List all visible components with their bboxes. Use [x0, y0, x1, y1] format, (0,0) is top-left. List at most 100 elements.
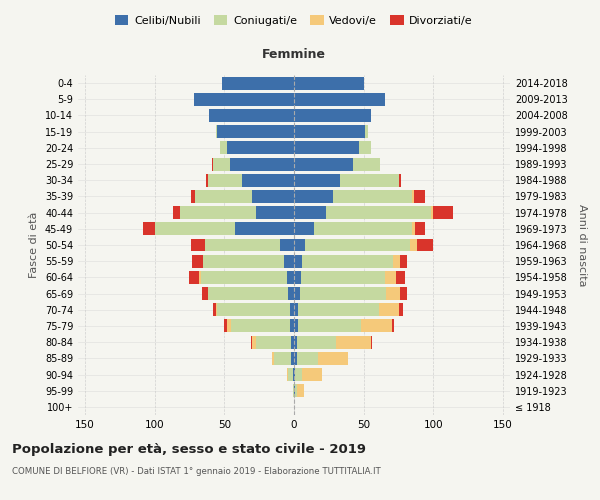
Bar: [212, 158, 213, 170]
Bar: [393, 254, 400, 268]
Bar: [220, 142, 227, 154]
Bar: [400, 287, 407, 300]
Bar: [294, 206, 326, 219]
Bar: [272, 352, 274, 365]
Bar: [294, 93, 385, 106]
Bar: [284, 254, 294, 268]
Bar: [294, 158, 353, 170]
Bar: [221, 76, 294, 90]
Bar: [293, 384, 294, 397]
Bar: [290, 320, 294, 332]
Bar: [294, 222, 314, 235]
Bar: [291, 352, 294, 365]
Bar: [230, 158, 294, 170]
Bar: [287, 368, 289, 381]
Bar: [216, 125, 217, 138]
Bar: [371, 336, 372, 348]
Bar: [297, 352, 317, 365]
Bar: [415, 222, 425, 235]
Bar: [386, 287, 400, 300]
Bar: [294, 174, 340, 186]
Bar: [294, 304, 298, 316]
Y-axis label: Anni di nascita: Anni di nascita: [577, 204, 587, 286]
Bar: [379, 304, 398, 316]
Bar: [251, 336, 252, 348]
Bar: [291, 336, 294, 348]
Bar: [231, 320, 290, 332]
Bar: [256, 336, 291, 348]
Legend: Celibi/Nubili, Coniugati/e, Vedovi/e, Divorziati/e: Celibi/Nubili, Coniugati/e, Vedovi/e, Di…: [111, 10, 477, 30]
Bar: [400, 254, 407, 268]
Bar: [414, 190, 425, 203]
Bar: [200, 271, 287, 284]
Bar: [336, 336, 371, 348]
Bar: [216, 304, 217, 316]
Bar: [294, 142, 359, 154]
Y-axis label: Fasce di età: Fasce di età: [29, 212, 39, 278]
Bar: [205, 238, 280, 252]
Bar: [294, 271, 301, 284]
Bar: [294, 336, 297, 348]
Bar: [195, 190, 252, 203]
Bar: [213, 158, 230, 170]
Bar: [396, 271, 406, 284]
Bar: [392, 320, 394, 332]
Bar: [294, 384, 295, 397]
Bar: [256, 206, 294, 219]
Bar: [199, 271, 200, 284]
Bar: [326, 206, 431, 219]
Bar: [294, 76, 364, 90]
Bar: [252, 190, 294, 203]
Bar: [301, 271, 385, 284]
Bar: [340, 174, 398, 186]
Bar: [294, 287, 299, 300]
Bar: [190, 271, 199, 284]
Bar: [235, 222, 294, 235]
Bar: [298, 304, 379, 316]
Bar: [217, 304, 290, 316]
Bar: [191, 238, 205, 252]
Bar: [293, 368, 294, 381]
Bar: [398, 304, 403, 316]
Bar: [191, 190, 195, 203]
Bar: [203, 254, 284, 268]
Bar: [289, 368, 293, 381]
Bar: [287, 271, 294, 284]
Bar: [213, 304, 216, 316]
Bar: [217, 125, 294, 138]
Bar: [192, 254, 203, 268]
Bar: [294, 352, 297, 365]
Bar: [297, 336, 336, 348]
Bar: [155, 222, 235, 235]
Bar: [431, 206, 433, 219]
Bar: [206, 174, 208, 186]
Bar: [294, 368, 295, 381]
Bar: [412, 190, 414, 203]
Bar: [252, 336, 256, 348]
Bar: [302, 368, 322, 381]
Bar: [361, 320, 392, 332]
Bar: [194, 93, 294, 106]
Bar: [274, 352, 291, 365]
Bar: [295, 368, 302, 381]
Bar: [224, 320, 227, 332]
Bar: [299, 287, 386, 300]
Bar: [416, 238, 433, 252]
Bar: [227, 320, 231, 332]
Bar: [385, 271, 396, 284]
Bar: [305, 238, 410, 252]
Bar: [398, 174, 401, 186]
Bar: [202, 287, 208, 300]
Bar: [302, 254, 393, 268]
Bar: [208, 287, 289, 300]
Bar: [295, 384, 297, 397]
Text: Popolazione per età, sesso e stato civile - 2019: Popolazione per età, sesso e stato civil…: [12, 442, 366, 456]
Bar: [173, 206, 180, 219]
Text: Femmine: Femmine: [262, 48, 326, 62]
Bar: [294, 254, 302, 268]
Bar: [227, 142, 294, 154]
Text: COMUNE DI BELFIORE (VR) - Dati ISTAT 1° gennaio 2019 - Elaborazione TUTTITALIA.I: COMUNE DI BELFIORE (VR) - Dati ISTAT 1° …: [12, 468, 381, 476]
Bar: [294, 109, 371, 122]
Bar: [294, 238, 305, 252]
Bar: [412, 222, 415, 235]
